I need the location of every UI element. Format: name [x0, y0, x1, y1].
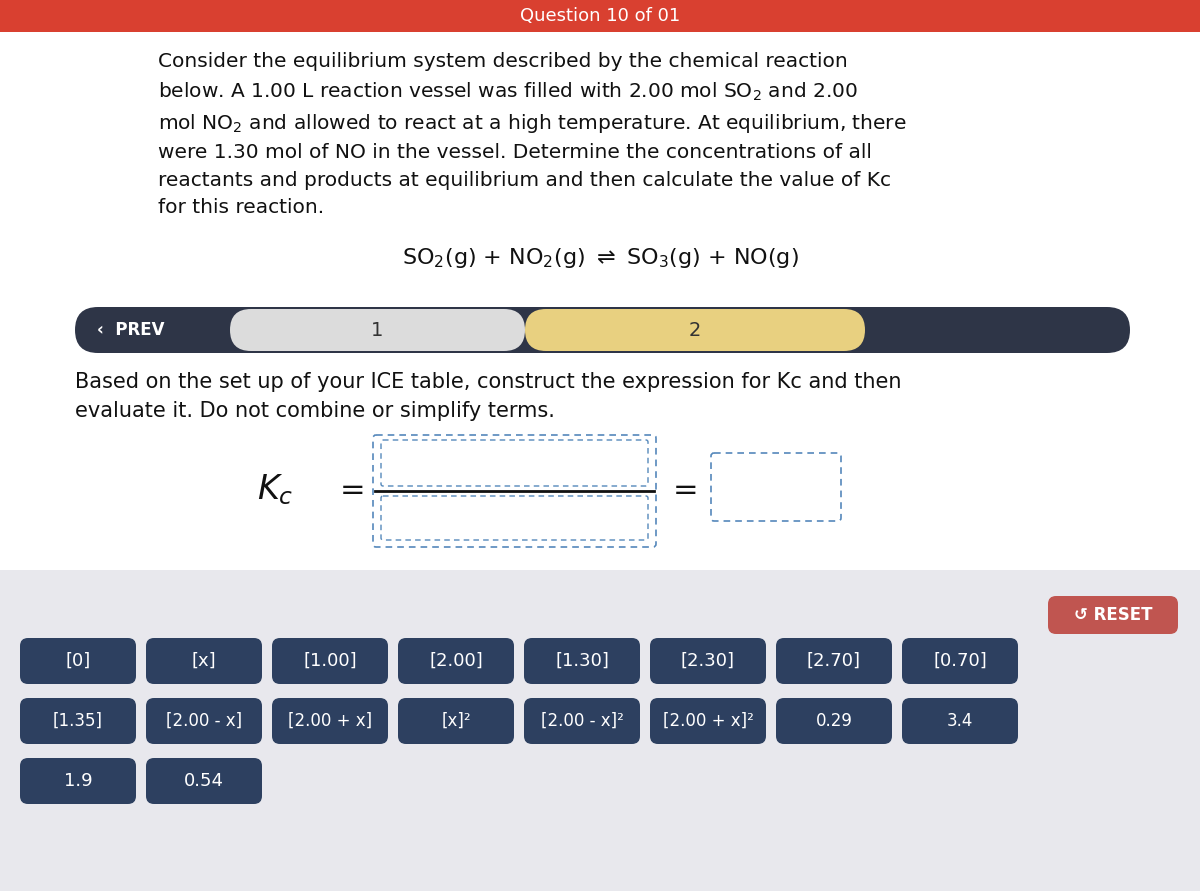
- FancyBboxPatch shape: [20, 638, 136, 684]
- Text: 3.4: 3.4: [947, 712, 973, 730]
- FancyBboxPatch shape: [272, 638, 388, 684]
- FancyBboxPatch shape: [398, 698, 514, 744]
- Text: 2: 2: [689, 321, 701, 339]
- FancyBboxPatch shape: [382, 440, 648, 486]
- Text: [1.35]: [1.35]: [53, 712, 103, 730]
- Text: [0]: [0]: [65, 652, 91, 670]
- Text: [1.30]: [1.30]: [556, 652, 608, 670]
- Text: Based on the set up of your ICE table, construct the expression for Kc and then
: Based on the set up of your ICE table, c…: [74, 372, 901, 421]
- Text: 0.29: 0.29: [816, 712, 852, 730]
- Text: 1.9: 1.9: [64, 772, 92, 790]
- FancyBboxPatch shape: [524, 698, 640, 744]
- FancyBboxPatch shape: [20, 758, 136, 804]
- Text: [1.00]: [1.00]: [304, 652, 356, 670]
- Text: ↺ RESET: ↺ RESET: [1074, 606, 1152, 624]
- FancyBboxPatch shape: [74, 307, 1130, 353]
- FancyBboxPatch shape: [0, 570, 1200, 891]
- FancyBboxPatch shape: [230, 309, 526, 351]
- Text: [0.70]: [0.70]: [934, 652, 986, 670]
- FancyBboxPatch shape: [20, 698, 136, 744]
- FancyBboxPatch shape: [902, 698, 1018, 744]
- Text: $K_c$: $K_c$: [257, 472, 293, 507]
- FancyBboxPatch shape: [146, 698, 262, 744]
- FancyBboxPatch shape: [272, 698, 388, 744]
- FancyBboxPatch shape: [0, 32, 1200, 891]
- Text: Question 10 of 01: Question 10 of 01: [520, 7, 680, 25]
- FancyBboxPatch shape: [776, 698, 892, 744]
- FancyBboxPatch shape: [526, 309, 865, 351]
- Text: [x]²: [x]²: [442, 712, 470, 730]
- Text: Consider the equilibrium system described by the chemical reaction
below. A 1.00: Consider the equilibrium system describe…: [158, 52, 906, 217]
- Text: [2.30]: [2.30]: [682, 652, 734, 670]
- FancyBboxPatch shape: [373, 435, 656, 547]
- FancyBboxPatch shape: [776, 638, 892, 684]
- Text: [2.00 + x]: [2.00 + x]: [288, 712, 372, 730]
- Text: 0.54: 0.54: [184, 772, 224, 790]
- FancyBboxPatch shape: [382, 496, 648, 540]
- FancyBboxPatch shape: [650, 638, 766, 684]
- Text: ‹  PREV: ‹ PREV: [97, 321, 164, 339]
- FancyBboxPatch shape: [1048, 596, 1178, 634]
- Text: [2.00 - x]²: [2.00 - x]²: [540, 712, 624, 730]
- FancyBboxPatch shape: [0, 0, 1200, 32]
- FancyBboxPatch shape: [710, 453, 841, 521]
- Text: 1: 1: [371, 321, 384, 339]
- Text: [2.00 - x]: [2.00 - x]: [166, 712, 242, 730]
- FancyBboxPatch shape: [146, 638, 262, 684]
- FancyBboxPatch shape: [650, 698, 766, 744]
- FancyBboxPatch shape: [902, 638, 1018, 684]
- FancyBboxPatch shape: [524, 638, 640, 684]
- FancyBboxPatch shape: [398, 638, 514, 684]
- Text: [x]: [x]: [192, 652, 216, 670]
- Text: [2.00]: [2.00]: [430, 652, 482, 670]
- Text: =: =: [673, 476, 698, 504]
- Text: =: =: [340, 476, 366, 504]
- FancyBboxPatch shape: [146, 758, 262, 804]
- Text: SO$_2$(g) + NO$_2$(g) $\rightleftharpoons$ SO$_3$(g) + NO(g): SO$_2$(g) + NO$_2$(g) $\rightleftharpoon…: [402, 246, 798, 270]
- Text: [2.70]: [2.70]: [808, 652, 862, 670]
- Text: [2.00 + x]²: [2.00 + x]²: [662, 712, 754, 730]
